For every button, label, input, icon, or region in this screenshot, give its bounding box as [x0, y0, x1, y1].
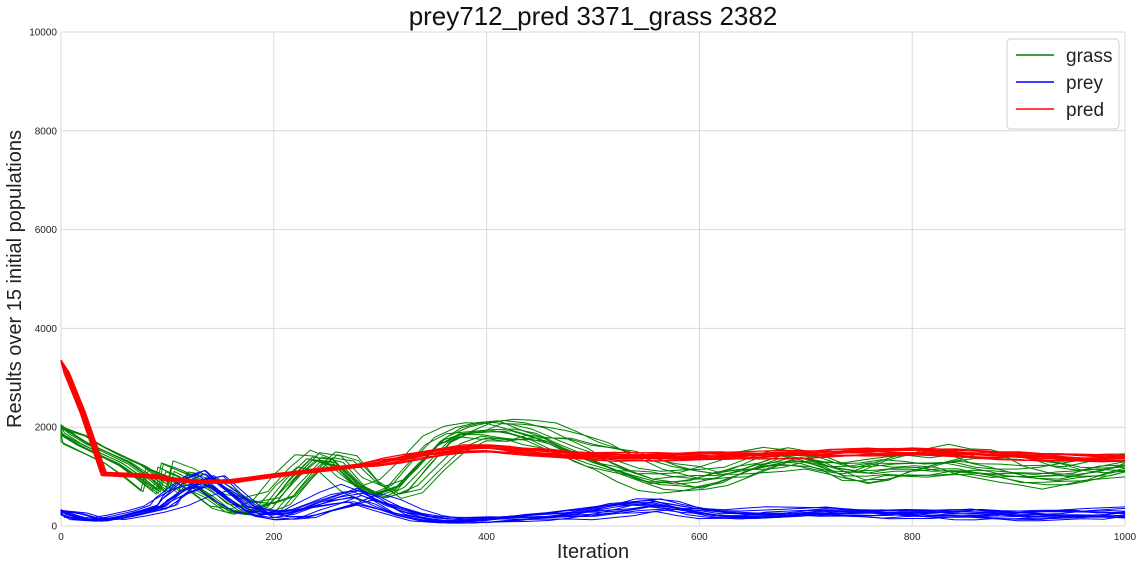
legend-label-prey: prey: [1066, 73, 1103, 94]
grid: [60, 31, 1126, 527]
x-tick-label: 1000: [1114, 532, 1137, 543]
legend: grass prey pred: [1006, 38, 1120, 130]
prey-run-line: [60, 473, 1126, 524]
y-tick-label: 8000: [35, 126, 58, 137]
prey-run-line: [60, 489, 1126, 521]
y-tick-label: 10000: [29, 28, 57, 39]
pred-run-line: [60, 359, 1126, 482]
pred-run-line: [60, 360, 1126, 484]
pred-run-line: [60, 360, 1126, 483]
prey-run-line: [60, 470, 1126, 523]
series-lines: [60, 359, 1126, 524]
x-tick-label: 600: [691, 532, 708, 543]
chart-title: prey712_pred 3371_grass 2382: [409, 1, 778, 31]
legend-label-grass: grass: [1066, 46, 1112, 67]
prey-run-line: [60, 485, 1126, 524]
pred-run-line: [60, 360, 1126, 481]
prey-run-line: [60, 484, 1126, 521]
y-tick-label: 4000: [35, 324, 58, 335]
x-tick-label: 200: [265, 532, 282, 543]
x-axis-label: Iteration: [557, 541, 629, 563]
legend-box: [1006, 38, 1120, 130]
x-tick-label: 800: [904, 532, 921, 543]
y-tick-label: 6000: [35, 225, 58, 236]
x-tick-label: 400: [478, 532, 495, 543]
legend-label-pred: pred: [1066, 100, 1104, 121]
prey-run-line: [60, 470, 1126, 522]
y-tick-label: 0: [51, 522, 57, 533]
grass-run-line: [60, 421, 1126, 509]
x-tick-label: 0: [58, 532, 64, 543]
series-prey: [60, 470, 1126, 524]
series-pred: [60, 359, 1126, 484]
y-axis-label: Results over 15 initial populations: [4, 130, 26, 428]
y-tick-label: 2000: [35, 423, 58, 434]
prey-run-line: [60, 475, 1126, 520]
